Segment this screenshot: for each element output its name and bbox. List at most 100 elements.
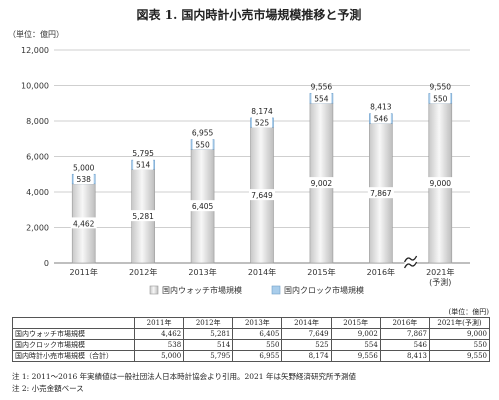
table-row: 国内ウォッチ市場規模 4,462 5,281 6,405 7,649 9,002…: [12, 328, 490, 340]
row-label: 国内時計小売市場規模（合計）: [12, 350, 135, 362]
table-cell: 8,413: [379, 350, 431, 362]
legend: 国内ウォッチ市場規模 国内クロック市場規模: [149, 285, 364, 295]
data-label-watch: 4,462: [73, 219, 95, 228]
table-cell: 9,000: [429, 328, 490, 340]
data-label-bg: [370, 112, 391, 124]
data-label-bg: [70, 217, 97, 229]
table-cell: 546: [379, 339, 431, 351]
table-cell: 7,649: [281, 328, 332, 340]
table-cell: 5,281: [183, 328, 234, 340]
table-cell: 7,867: [379, 328, 431, 340]
data-label-bg: [367, 187, 394, 199]
legend-swatch: [271, 285, 281, 295]
data-label-clock: 550: [195, 140, 210, 149]
table-cell: 550: [232, 339, 283, 351]
table-cell: 525: [281, 339, 332, 351]
notes: 注 1: 2011～2016 年実績値は一般社団法人日本時計協会より引用。202…: [12, 371, 356, 395]
y-tick-label: 8,000: [26, 117, 49, 126]
data-label-clock: 546: [374, 115, 389, 124]
table-cell: 9,556: [330, 350, 381, 362]
table-header-cell: 2012年: [183, 317, 234, 329]
data-label-clock: 550: [433, 94, 448, 103]
data-label-clock: 554: [314, 94, 329, 103]
data-label-total: 9,550: [430, 82, 452, 91]
table-cell: 6,955: [232, 350, 283, 362]
note-1: 注 1: 2011～2016 年実績値は一般社団法人日本時計協会より引用。202…: [12, 372, 356, 381]
x-tick-label: 2016年: [367, 267, 395, 277]
axis-break: [403, 255, 418, 270]
table-cell: 5,795: [183, 350, 234, 362]
table-cell: 6,405: [232, 328, 283, 340]
data-label-watch: 9,002: [311, 179, 333, 188]
data-label-total: 9,556: [311, 82, 333, 91]
table-cell: 538: [133, 339, 185, 351]
data-label-total: 5,795: [132, 149, 154, 158]
axis-break-mark: [403, 261, 418, 269]
table-cell: 4,462: [133, 328, 185, 340]
axis-break-mark: [403, 255, 418, 263]
data-label-total: 6,955: [192, 129, 214, 138]
y-unit-label: （単位：億円）: [8, 29, 64, 39]
data-label-bg: [192, 138, 213, 150]
data-label-bg: [73, 173, 94, 185]
table-header-cell: [12, 317, 135, 329]
table-header-cell: 2011年: [133, 317, 185, 329]
table-row: 国内時計小売市場規模（合計） 5,000 5,795 6,955 8,174 9…: [12, 350, 490, 362]
table-header-cell: 2016年: [379, 317, 431, 329]
data-label-bg: [133, 158, 154, 170]
data-label-watch: 5,281: [132, 212, 154, 221]
legend-swatch: [149, 285, 159, 295]
table-cell: 8,174: [281, 350, 332, 362]
row-label: 国内クロック市場規模: [12, 339, 135, 351]
table-cell: 5,000: [133, 350, 185, 362]
data-label-total: 8,413: [370, 103, 392, 112]
x-tick-label: (予測): [429, 277, 451, 287]
data-label-watch: 6,405: [192, 202, 214, 211]
y-tick-label: 10,000: [21, 82, 49, 91]
data-label-clock: 514: [136, 161, 151, 170]
x-tick-labels: 2011年 2012年 2013年 2014年 2015年 2016年 2021年(予測): [70, 267, 455, 287]
table-row: 国内クロック市場規模 538 514 550 525 554 546 550: [12, 339, 490, 351]
data-label-total: 5,000: [73, 163, 95, 172]
data-label-watch: 7,867: [370, 189, 392, 198]
data-label-bg: [427, 177, 454, 189]
data-label-bg: [130, 210, 157, 222]
data-label-bg: [249, 189, 275, 201]
table-cell: 550: [429, 339, 490, 351]
table-cell: 514: [183, 339, 234, 351]
x-tick-label: 2021年: [426, 267, 454, 277]
x-tick-label: 2013年: [188, 267, 216, 277]
chart: 図表 1. 国内時計小売市場規模推移と予測 （単位：億円） 0 2,000 4,00…: [8, 7, 470, 295]
legend-label: 国内クロック市場規模: [284, 285, 364, 295]
data-label-bg: [252, 116, 272, 128]
data-label-clock: 538: [77, 175, 92, 184]
legend-label: 国内ウォッチ市場規模: [162, 285, 242, 295]
y-tick-label: 0: [44, 259, 49, 268]
x-tick-label: 2011年: [70, 267, 98, 277]
data-label-clock: 525: [255, 119, 270, 128]
bars: 4,462 538 5,000 5,281 514 5,795 6,405 550 6,955 7…: [70, 82, 454, 264]
row-label: 国内ウォッチ市場規模: [12, 328, 135, 340]
table-header-cell: 2021年(予測): [429, 317, 490, 329]
data-label-bg: [308, 177, 335, 189]
table-header-cell: 2014年: [281, 317, 332, 329]
x-tick-label: 2014年: [248, 267, 276, 277]
y-tick-label: 6,000: [26, 153, 49, 162]
data-label-bg: [430, 92, 451, 104]
table-cell: 9,002: [330, 328, 381, 340]
table-unit-label: (単位：億円): [448, 308, 489, 316]
data-label-bg: [311, 92, 332, 104]
y-tick-label: 12,000: [21, 46, 49, 55]
x-tick-label: 2015年: [307, 267, 335, 277]
table-header-cell: 2013年: [232, 317, 283, 329]
table-cell: 9,550: [429, 350, 490, 362]
y-tick-label: 2,000: [26, 224, 49, 233]
chart-title: 図表 1. 国内時計小売市場規模推移と予測: [137, 7, 362, 22]
data-label-total: 8,174: [251, 107, 273, 116]
data-label-watch: 7,649: [251, 191, 273, 200]
table-header-row: 2011年 2012年 2013年 2014年 2015年 2016年 2021…: [12, 317, 490, 329]
y-tick-labels: 0 2,000 4,000 6,000 8,000 10,000 12,000: [21, 46, 49, 268]
note-2: 注 2: 小売金額ベース: [12, 384, 84, 393]
x-tick-label: 2012年: [129, 267, 157, 277]
data-table: 2011年 2012年 2013年 2014年 2015年 2016年 2021…: [12, 317, 490, 362]
